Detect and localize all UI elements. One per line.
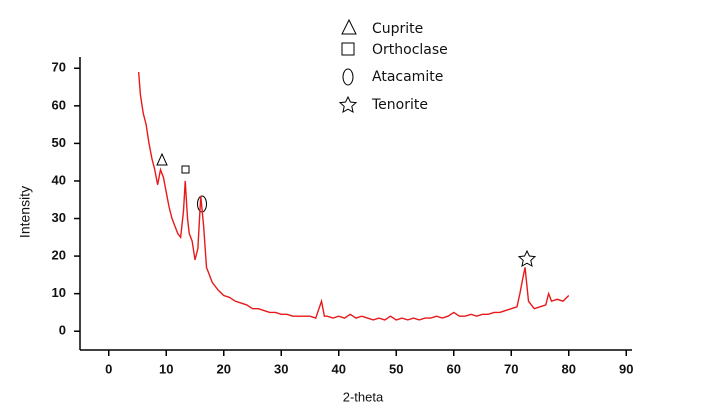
x-tick-label: 50 xyxy=(389,361,403,376)
legend-square xyxy=(341,42,355,56)
x-tick-label: 30 xyxy=(274,361,288,376)
x-tick-label: 0 xyxy=(105,361,112,376)
y-tick-label: 10 xyxy=(52,285,66,300)
legend-label: Cuprite xyxy=(372,21,423,37)
legend-star xyxy=(338,95,358,113)
y-tick-label: 0 xyxy=(59,323,66,338)
legend-ellipse xyxy=(342,68,354,86)
peak-square xyxy=(181,165,190,174)
legend-label: Orthoclase xyxy=(372,42,448,58)
x-tick-label: 20 xyxy=(217,361,231,376)
y-tick-label: 30 xyxy=(52,210,66,225)
peak-triangle xyxy=(156,152,168,166)
x-tick-label: 80 xyxy=(562,361,576,376)
x-tick-label: 10 xyxy=(159,361,173,376)
legend-label: Atacamite xyxy=(372,69,443,85)
x-tick-label: 70 xyxy=(504,361,518,376)
x-axis-label: 2-theta xyxy=(343,389,384,404)
y-tick-label: 40 xyxy=(52,172,66,187)
y-tick-label: 20 xyxy=(52,248,66,263)
x-tick-label: 40 xyxy=(332,361,346,376)
legend-label: Tenorite xyxy=(371,97,428,113)
y-tick-label: 60 xyxy=(52,97,66,112)
x-tick-label: 90 xyxy=(619,361,633,376)
y-tick-label: 70 xyxy=(52,60,66,75)
y-tick-label: 50 xyxy=(52,135,66,150)
data-line xyxy=(137,71,570,321)
y-axis-label: Intensity xyxy=(17,186,33,238)
peak-star xyxy=(517,249,537,267)
legend-triangle xyxy=(341,18,357,35)
x-tick-label: 60 xyxy=(447,361,461,376)
